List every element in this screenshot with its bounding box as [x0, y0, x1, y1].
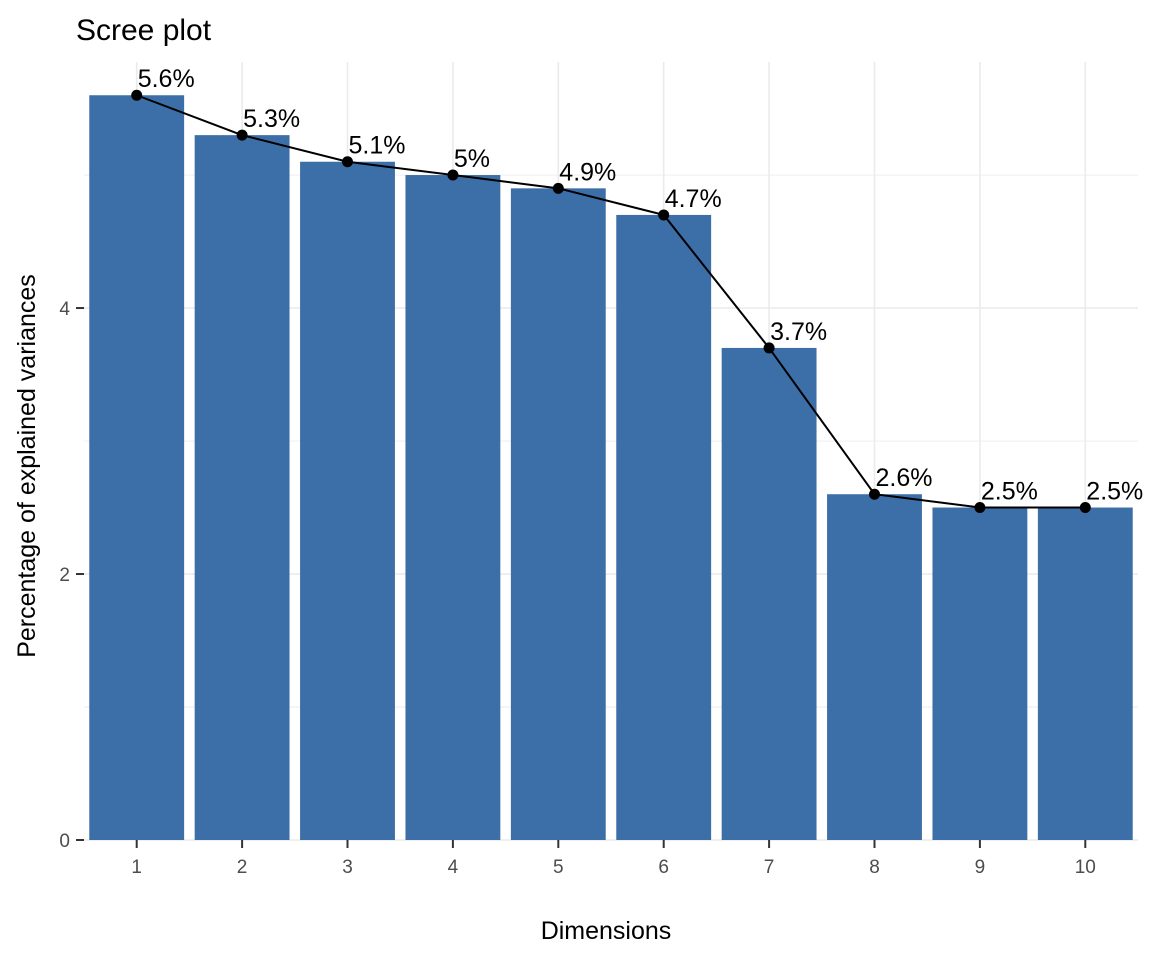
data-point [131, 89, 143, 101]
data-point [1079, 502, 1091, 514]
data-label: 5.3% [243, 105, 300, 133]
data-labels: 5.6% 5.3% 5.1% 5% 4.9% 4.7% 3.7% 2.6% 2.5% 2.5% [138, 65, 1144, 505]
y-tick-label: 2 [59, 565, 70, 586]
x-tick-label: 3 [342, 857, 353, 878]
x-tick-label: 9 [975, 857, 986, 878]
data-point [552, 182, 564, 194]
x-axis: 1 2 3 4 5 6 7 8 9 10 [131, 840, 1096, 878]
data-label: 5% [454, 145, 490, 173]
series-line [136, 94, 1086, 509]
data-label: 5.6% [138, 65, 195, 93]
bar [827, 494, 922, 840]
bar [616, 214, 712, 840]
data-point [658, 209, 670, 221]
bar [300, 161, 395, 840]
y-axis-label: Percentage of explained variances [13, 274, 41, 658]
bar [510, 188, 606, 841]
data-label: 5.1% [349, 132, 406, 160]
data-label: 2.5% [1086, 478, 1143, 506]
data-label: 2.6% [876, 464, 933, 492]
y-tick-label: 4 [59, 299, 70, 320]
data-point [342, 156, 353, 168]
x-tick-label: 1 [131, 857, 142, 878]
x-tick-label: 5 [553, 857, 564, 878]
bar [1037, 507, 1133, 840]
data-point [447, 169, 459, 181]
data-point [236, 129, 248, 141]
bars [89, 95, 1133, 841]
trend-line [136, 94, 1086, 509]
x-tick-label: 10 [1075, 857, 1096, 878]
data-label: 4.9% [559, 158, 616, 186]
x-tick-label: 4 [448, 857, 459, 878]
bar [932, 507, 1028, 840]
x-tick-label: 7 [764, 857, 775, 878]
data-label: 4.7% [665, 185, 722, 213]
y-tick-label: 0 [59, 831, 70, 852]
x-axis-label: Dimensions [541, 917, 672, 945]
data-label: 2.5% [981, 478, 1038, 506]
points [131, 89, 1091, 514]
bar [89, 95, 185, 840]
bar [721, 347, 817, 840]
bar [405, 175, 501, 841]
x-tick-label: 8 [869, 857, 880, 878]
chart-title: Scree plot [76, 14, 212, 47]
data-point [974, 502, 986, 514]
data-point [763, 342, 775, 354]
data-label: 3.7% [770, 318, 827, 346]
y-axis: 0 2 4 [59, 299, 84, 852]
x-tick-label: 6 [658, 857, 669, 878]
bar [194, 135, 290, 841]
data-point [869, 488, 880, 500]
x-tick-label: 2 [237, 857, 248, 878]
